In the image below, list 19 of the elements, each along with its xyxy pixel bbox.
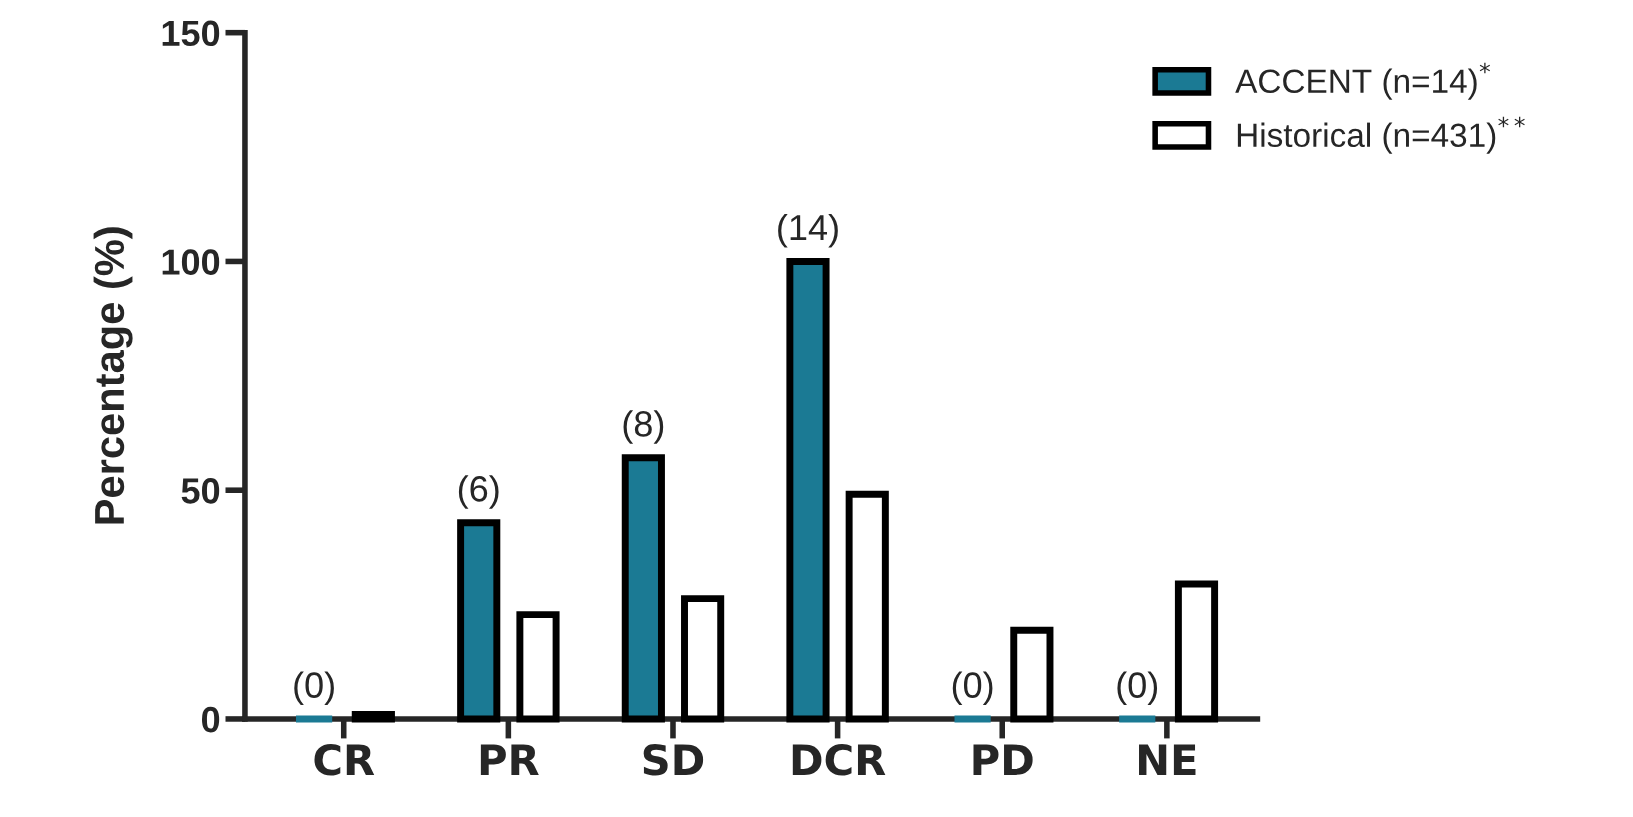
y-tick-label: 150 [162,20,220,47]
annotation: (0) [1117,671,1158,706]
legend-label: Historical (n=431)$^{**}$ [1237,116,1525,154]
x-tick-label: CR [314,744,375,776]
annotation: (0) [952,671,993,706]
legend-label: ACCENT (n=14)$^{*}$ [1235,62,1491,100]
y-tick-label: 0 [201,706,220,733]
x-tick-label: PR [480,744,539,775]
annotation: (14) [778,213,838,248]
x-tick-label: PD [973,744,1033,775]
annotation: (6) [458,475,499,509]
x-tick-label: DCR [792,744,886,776]
y-tick-label: 50 [181,478,220,504]
y-tick-label: 100 [162,249,220,275]
y-axis-title: Percentage (%) [93,227,133,524]
x-tick-label: NE [1139,744,1196,775]
annotation: (8) [623,410,664,444]
annotation: (0) [294,671,334,706]
x-tick-label: SD [643,744,704,776]
